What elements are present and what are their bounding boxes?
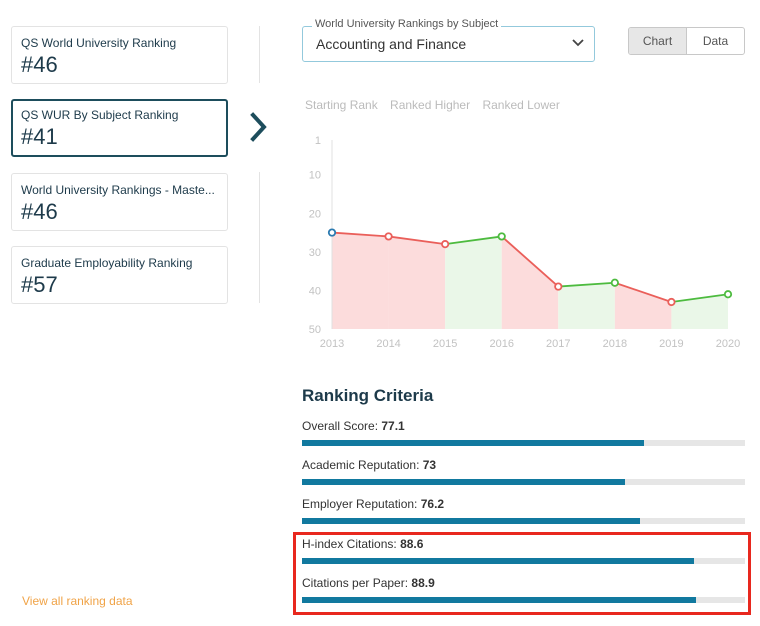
ranking-card-label: QS WUR By Subject Ranking	[21, 108, 179, 122]
ranking-card-value: #46	[21, 199, 58, 224]
legend-ranked-higher: Ranked Higher	[390, 98, 471, 112]
y-tick-label: 20	[309, 208, 321, 220]
y-tick-label: 1	[315, 135, 321, 147]
criteria-bar-fill	[302, 518, 640, 524]
y-tick-label: 30	[309, 247, 321, 259]
subject-select-legend: World University Rankings by Subject	[312, 18, 502, 30]
y-tick-label: 50	[309, 324, 321, 336]
ranked-lower-line	[614, 281, 672, 303]
criteria-score: 88.6	[400, 537, 424, 551]
ranking-card-value: #46	[21, 52, 58, 77]
criteria-score: 73	[422, 458, 437, 472]
data-view-button[interactable]: Data	[702, 34, 729, 48]
y-tick-label: 10	[309, 170, 321, 182]
ranking-card-value: #57	[21, 272, 58, 297]
criteria-bar-track	[302, 518, 745, 524]
divider-top	[259, 26, 260, 83]
criteria-bar-track	[302, 597, 745, 603]
highlight-box	[293, 532, 751, 615]
criteria-item: H-index Citations: 88.6	[302, 537, 745, 564]
ranked-higher-line	[671, 293, 729, 303]
data-point	[384, 232, 393, 241]
criteria-score: 88.9	[411, 576, 435, 590]
x-tick-label: 2018	[603, 338, 627, 350]
ranked-higher-area	[445, 236, 502, 329]
legend-ranked-lower: Ranked Lower	[482, 98, 560, 112]
criteria-label: Employer Reputation: 76.2	[302, 497, 445, 511]
ranked-lower-area	[501, 236, 559, 329]
subject-select[interactable]: World University Rankings by Subject Acc…	[302, 18, 595, 62]
x-tick-label: 2013	[320, 338, 344, 350]
criteria-label: Academic Reputation: 73	[302, 458, 437, 472]
x-tick-label: 2017	[546, 338, 570, 350]
criteria-label: Citations per Paper: 88.9	[302, 576, 435, 590]
criteria-bar-fill	[302, 440, 644, 446]
chevron-right-icon	[250, 112, 267, 142]
ranked-lower-area	[332, 232, 389, 329]
ranking-card-label: QS World University Ranking	[21, 36, 177, 50]
chevron-down-icon	[572, 39, 584, 47]
x-tick-label: 2019	[659, 338, 683, 350]
criteria-item: Employer Reputation: 76.2	[302, 497, 745, 524]
criteria-bar-fill	[302, 597, 696, 603]
ranking-card-masters[interactable]: World University Rankings - Maste... #46	[11, 173, 228, 231]
data-point	[441, 240, 450, 249]
ranked-higher-line	[445, 235, 502, 246]
x-tick-label: 2015	[433, 338, 457, 350]
criteria-bar-fill	[302, 558, 695, 564]
ranking-card-subject[interactable]: QS WUR By Subject Ranking #41	[11, 99, 228, 157]
y-tick-label: 40	[309, 285, 321, 297]
subject-select-value: Accounting and Finance	[316, 36, 467, 52]
ranked-lower-line	[331, 231, 389, 238]
data-point	[554, 282, 563, 291]
ranking-history-chart: 1 10 20 30 40 50 2013 2014 2015 2016 2017 2018 2019 2…	[309, 135, 740, 350]
ranking-card-world[interactable]: QS World University Ranking #46	[11, 26, 228, 84]
criteria-score: 77.1	[381, 419, 405, 433]
view-toggle: Chart Data	[628, 27, 745, 55]
x-tick-label: 2014	[376, 338, 400, 350]
criteria-bar-track	[302, 479, 745, 485]
data-point	[610, 278, 619, 287]
legend-starting-rank: Starting Rank	[305, 98, 378, 112]
criteria-bar-track	[302, 440, 745, 446]
data-point	[723, 290, 733, 299]
ranking-card-employability[interactable]: Graduate Employability Ranking #57	[11, 246, 228, 304]
chart-view-button[interactable]: Chart	[629, 28, 687, 54]
criteria-score: 76.2	[420, 497, 445, 511]
ranked-lower-area	[388, 236, 446, 329]
data-point	[327, 228, 337, 237]
divider-bottom	[259, 172, 260, 303]
ranking-card-label: World University Rankings - Maste...	[21, 183, 215, 197]
ranking-card-value: #41	[21, 124, 58, 149]
criteria-label: Overall Score: 77.1	[302, 419, 405, 433]
criteria-item: Overall Score: 77.1	[302, 419, 745, 446]
ranked-higher-area	[558, 282, 615, 329]
criteria-bar-track	[302, 558, 745, 564]
ranked-lower-area	[614, 282, 672, 329]
criteria-title: Ranking Criteria	[302, 386, 434, 405]
criteria-item: Academic Reputation: 73	[302, 458, 745, 485]
ranking-card-label: Graduate Employability Ranking	[21, 256, 193, 270]
data-point	[497, 232, 506, 241]
criteria-item: Citations per Paper: 88.9	[302, 576, 745, 603]
criteria-bar-fill	[302, 479, 626, 485]
ranked-higher-area	[671, 294, 728, 329]
data-point	[667, 297, 676, 307]
criteria-label: H-index Citations: 88.6	[302, 537, 424, 551]
view-all-ranking-link[interactable]: View all ranking data	[22, 594, 133, 608]
x-tick-label: 2020	[716, 338, 740, 350]
ranked-lower-line	[501, 235, 559, 288]
ranked-higher-line	[558, 281, 615, 288]
x-tick-label: 2016	[489, 338, 513, 350]
ranked-lower-line	[388, 235, 446, 246]
chart-legend: Starting Rank Ranked Higher Ranked Lower	[305, 98, 569, 112]
